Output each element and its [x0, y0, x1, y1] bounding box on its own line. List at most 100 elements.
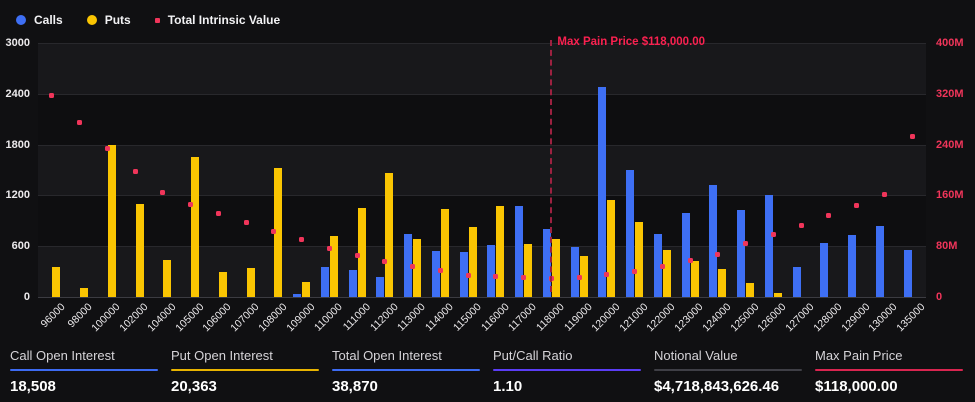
intrinsic-dot-107000[interactable] — [243, 220, 249, 226]
intrinsic-dot-96000[interactable] — [49, 93, 55, 99]
intrinsic-dot-123000[interactable] — [687, 257, 693, 263]
intrinsic-dot-127000[interactable] — [798, 223, 804, 229]
max-pain-dashed-line — [550, 40, 553, 292]
call-bar-119000[interactable] — [570, 247, 579, 297]
call-bar-128000[interactable] — [820, 242, 829, 297]
put-bar-105000[interactable] — [191, 157, 200, 297]
intrinsic-dot-115000[interactable] — [465, 272, 471, 278]
put-bar-102000[interactable] — [135, 203, 144, 297]
call-bar-124000[interactable] — [709, 185, 718, 297]
x-tick-127000: 127000 — [783, 301, 817, 335]
call-bar-130000[interactable] — [875, 225, 884, 297]
intrinsic-dot-119000[interactable] — [576, 274, 582, 280]
plot-band — [38, 195, 926, 247]
intrinsic-dot-130000[interactable] — [881, 192, 887, 198]
intrinsic-dot-108000[interactable] — [271, 229, 277, 235]
call-bar-129000[interactable] — [848, 235, 857, 297]
intrinsic-dot-106000[interactable] — [215, 210, 221, 216]
x-tick-128000: 128000 — [811, 301, 845, 335]
put-bar-114000[interactable] — [440, 208, 449, 297]
intrinsic-dot-102000[interactable] — [132, 169, 138, 175]
x-tick-102000: 102000 — [117, 301, 151, 335]
put-bar-111000[interactable] — [357, 208, 366, 297]
intrinsic-dot-125000[interactable] — [743, 241, 749, 247]
intrinsic-dot-113000[interactable] — [410, 264, 416, 270]
call-bar-112000[interactable] — [376, 276, 385, 297]
intrinsic-dot-120000[interactable] — [604, 271, 610, 277]
put-bar-120000[interactable] — [607, 199, 616, 297]
put-bar-126000[interactable] — [773, 292, 782, 297]
stat-put-call-ratio: Put/Call Ratio 1.10 — [493, 348, 643, 395]
intrinsic-dot-124000[interactable] — [715, 251, 721, 257]
intrinsic-dot-121000[interactable] — [632, 269, 638, 275]
intrinsic-dot-100000[interactable] — [104, 145, 110, 151]
y-axis-tick-right: 400M — [936, 37, 964, 49]
stat-call-open-interest: Call Open Interest 18,508 — [10, 348, 160, 395]
put-bar-106000[interactable] — [218, 272, 227, 297]
put-bar-100000[interactable] — [107, 144, 116, 297]
put-bar-118000[interactable] — [551, 239, 560, 297]
call-bar-114000[interactable] — [431, 251, 440, 297]
intrinsic-dot-126000[interactable] — [770, 232, 776, 238]
call-bar-121000[interactable] — [626, 170, 635, 297]
put-bar-96000[interactable] — [52, 267, 61, 297]
put-bar-110000[interactable] — [329, 236, 338, 297]
call-bar-127000[interactable] — [792, 267, 801, 297]
call-bar-118000[interactable] — [542, 229, 551, 297]
call-bar-125000[interactable] — [737, 209, 746, 297]
intrinsic-dot-111000[interactable] — [354, 253, 360, 259]
legend-label-calls: Calls — [34, 13, 63, 27]
y-axis-tick-right: 80M — [936, 240, 958, 253]
call-bar-111000[interactable] — [348, 269, 357, 297]
stat-total-open-interest: Total Open Interest 38,870 — [332, 348, 482, 395]
intrinsic-dot-135000[interactable] — [909, 134, 915, 140]
put-bar-98000[interactable] — [80, 287, 89, 297]
legend-item-total-intrinsic-value[interactable]: Total Intrinsic Value — [154, 13, 280, 27]
y-axis-tick-right: 160M — [936, 189, 964, 202]
put-bar-117000[interactable] — [524, 243, 533, 297]
intrinsic-dot-122000[interactable] — [659, 264, 665, 270]
put-bar-115000[interactable] — [468, 226, 477, 297]
intrinsic-dot-112000[interactable] — [382, 258, 388, 264]
put-bar-122000[interactable] — [662, 249, 671, 297]
put-bar-108000[interactable] — [274, 168, 283, 297]
intrinsic-dot-110000[interactable] — [326, 245, 332, 251]
call-bar-123000[interactable] — [681, 213, 690, 297]
put-bar-112000[interactable] — [385, 172, 394, 297]
intrinsic-dot-117000[interactable] — [521, 274, 527, 280]
intrinsic-dot-114000[interactable] — [437, 268, 443, 274]
call-bar-113000[interactable] — [404, 233, 413, 297]
legend-item-calls[interactable]: Calls — [16, 13, 63, 27]
intrinsic-dot-105000[interactable] — [188, 201, 194, 207]
call-bar-117000[interactable] — [515, 205, 524, 297]
put-bar-104000[interactable] — [163, 259, 172, 297]
put-bar-125000[interactable] — [746, 283, 755, 297]
call-bar-126000[interactable] — [764, 195, 773, 297]
call-bar-135000[interactable] — [903, 250, 912, 297]
put-bar-113000[interactable] — [413, 239, 422, 297]
call-bar-122000[interactable] — [653, 233, 662, 297]
x-tick-110000: 110000 — [312, 301, 345, 334]
put-bar-121000[interactable] — [635, 222, 644, 297]
call-bar-120000[interactable] — [598, 87, 607, 297]
intrinsic-dot-104000[interactable] — [160, 190, 166, 196]
put-bar-116000[interactable] — [496, 206, 505, 297]
put-bar-123000[interactable] — [690, 261, 699, 297]
call-bar-109000[interactable] — [293, 294, 302, 297]
legend-item-puts[interactable]: Puts — [86, 13, 131, 27]
call-bar-115000[interactable] — [459, 252, 468, 297]
intrinsic-dot-98000[interactable] — [77, 119, 83, 125]
put-bar-109000[interactable] — [302, 282, 311, 297]
stat-value: 1.10 — [493, 378, 523, 395]
put-bar-107000[interactable] — [246, 267, 255, 297]
x-tick-114000: 114000 — [423, 301, 456, 334]
call-bar-116000[interactable] — [487, 244, 496, 297]
intrinsic-dot-116000[interactable] — [493, 274, 499, 280]
legend-label-puts: Puts — [104, 13, 131, 27]
put-bar-119000[interactable] — [579, 255, 588, 297]
put-bar-124000[interactable] — [718, 269, 727, 297]
intrinsic-dot-109000[interactable] — [299, 236, 305, 242]
intrinsic-dot-128000[interactable] — [826, 213, 832, 219]
intrinsic-dot-129000[interactable] — [854, 203, 860, 209]
call-bar-110000[interactable] — [320, 267, 329, 297]
